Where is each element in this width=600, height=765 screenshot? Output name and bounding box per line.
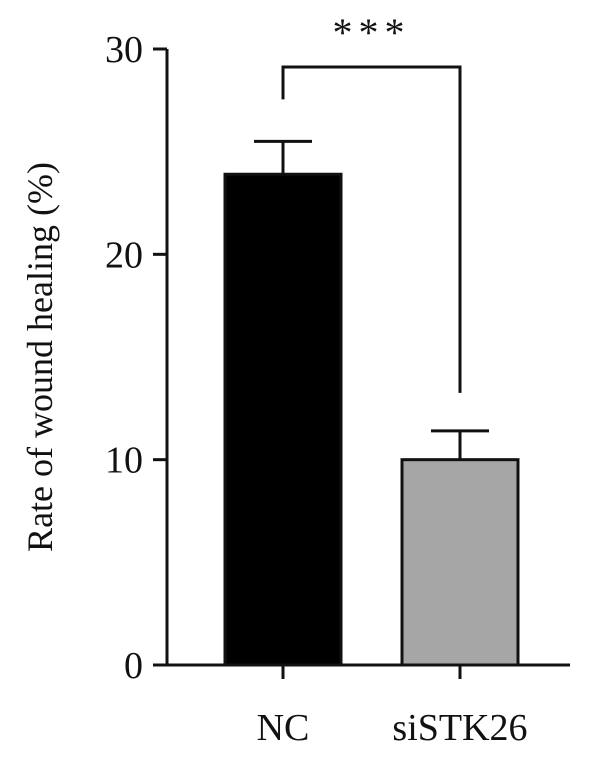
y-axis-title: Rate of wound healing (%) [20,162,60,552]
bar-siSTK26 [400,458,520,667]
y-ticks: 0 10 20 30 [105,29,167,687]
significance-bracket: *** [281,10,462,393]
x-axis: NC siSTK26 [167,663,570,749]
y-tick-label-30: 30 [105,29,143,71]
x-tick-label-0: NC [257,707,310,749]
bar-NC [223,172,343,667]
error-bars [254,139,489,460]
y-tick-label-10: 10 [105,440,143,482]
significance-label: *** [333,10,411,55]
y-axis: 0 10 20 30 Rate of wound healing (%) [20,29,169,687]
significance-line [281,65,462,393]
y-tick-label-0: 0 [124,645,143,687]
y-tick-label-20: 20 [105,234,143,276]
x-ticks: NC siSTK26 [257,665,528,749]
bars [223,172,520,667]
x-tick-label-1: siSTK26 [392,707,527,749]
